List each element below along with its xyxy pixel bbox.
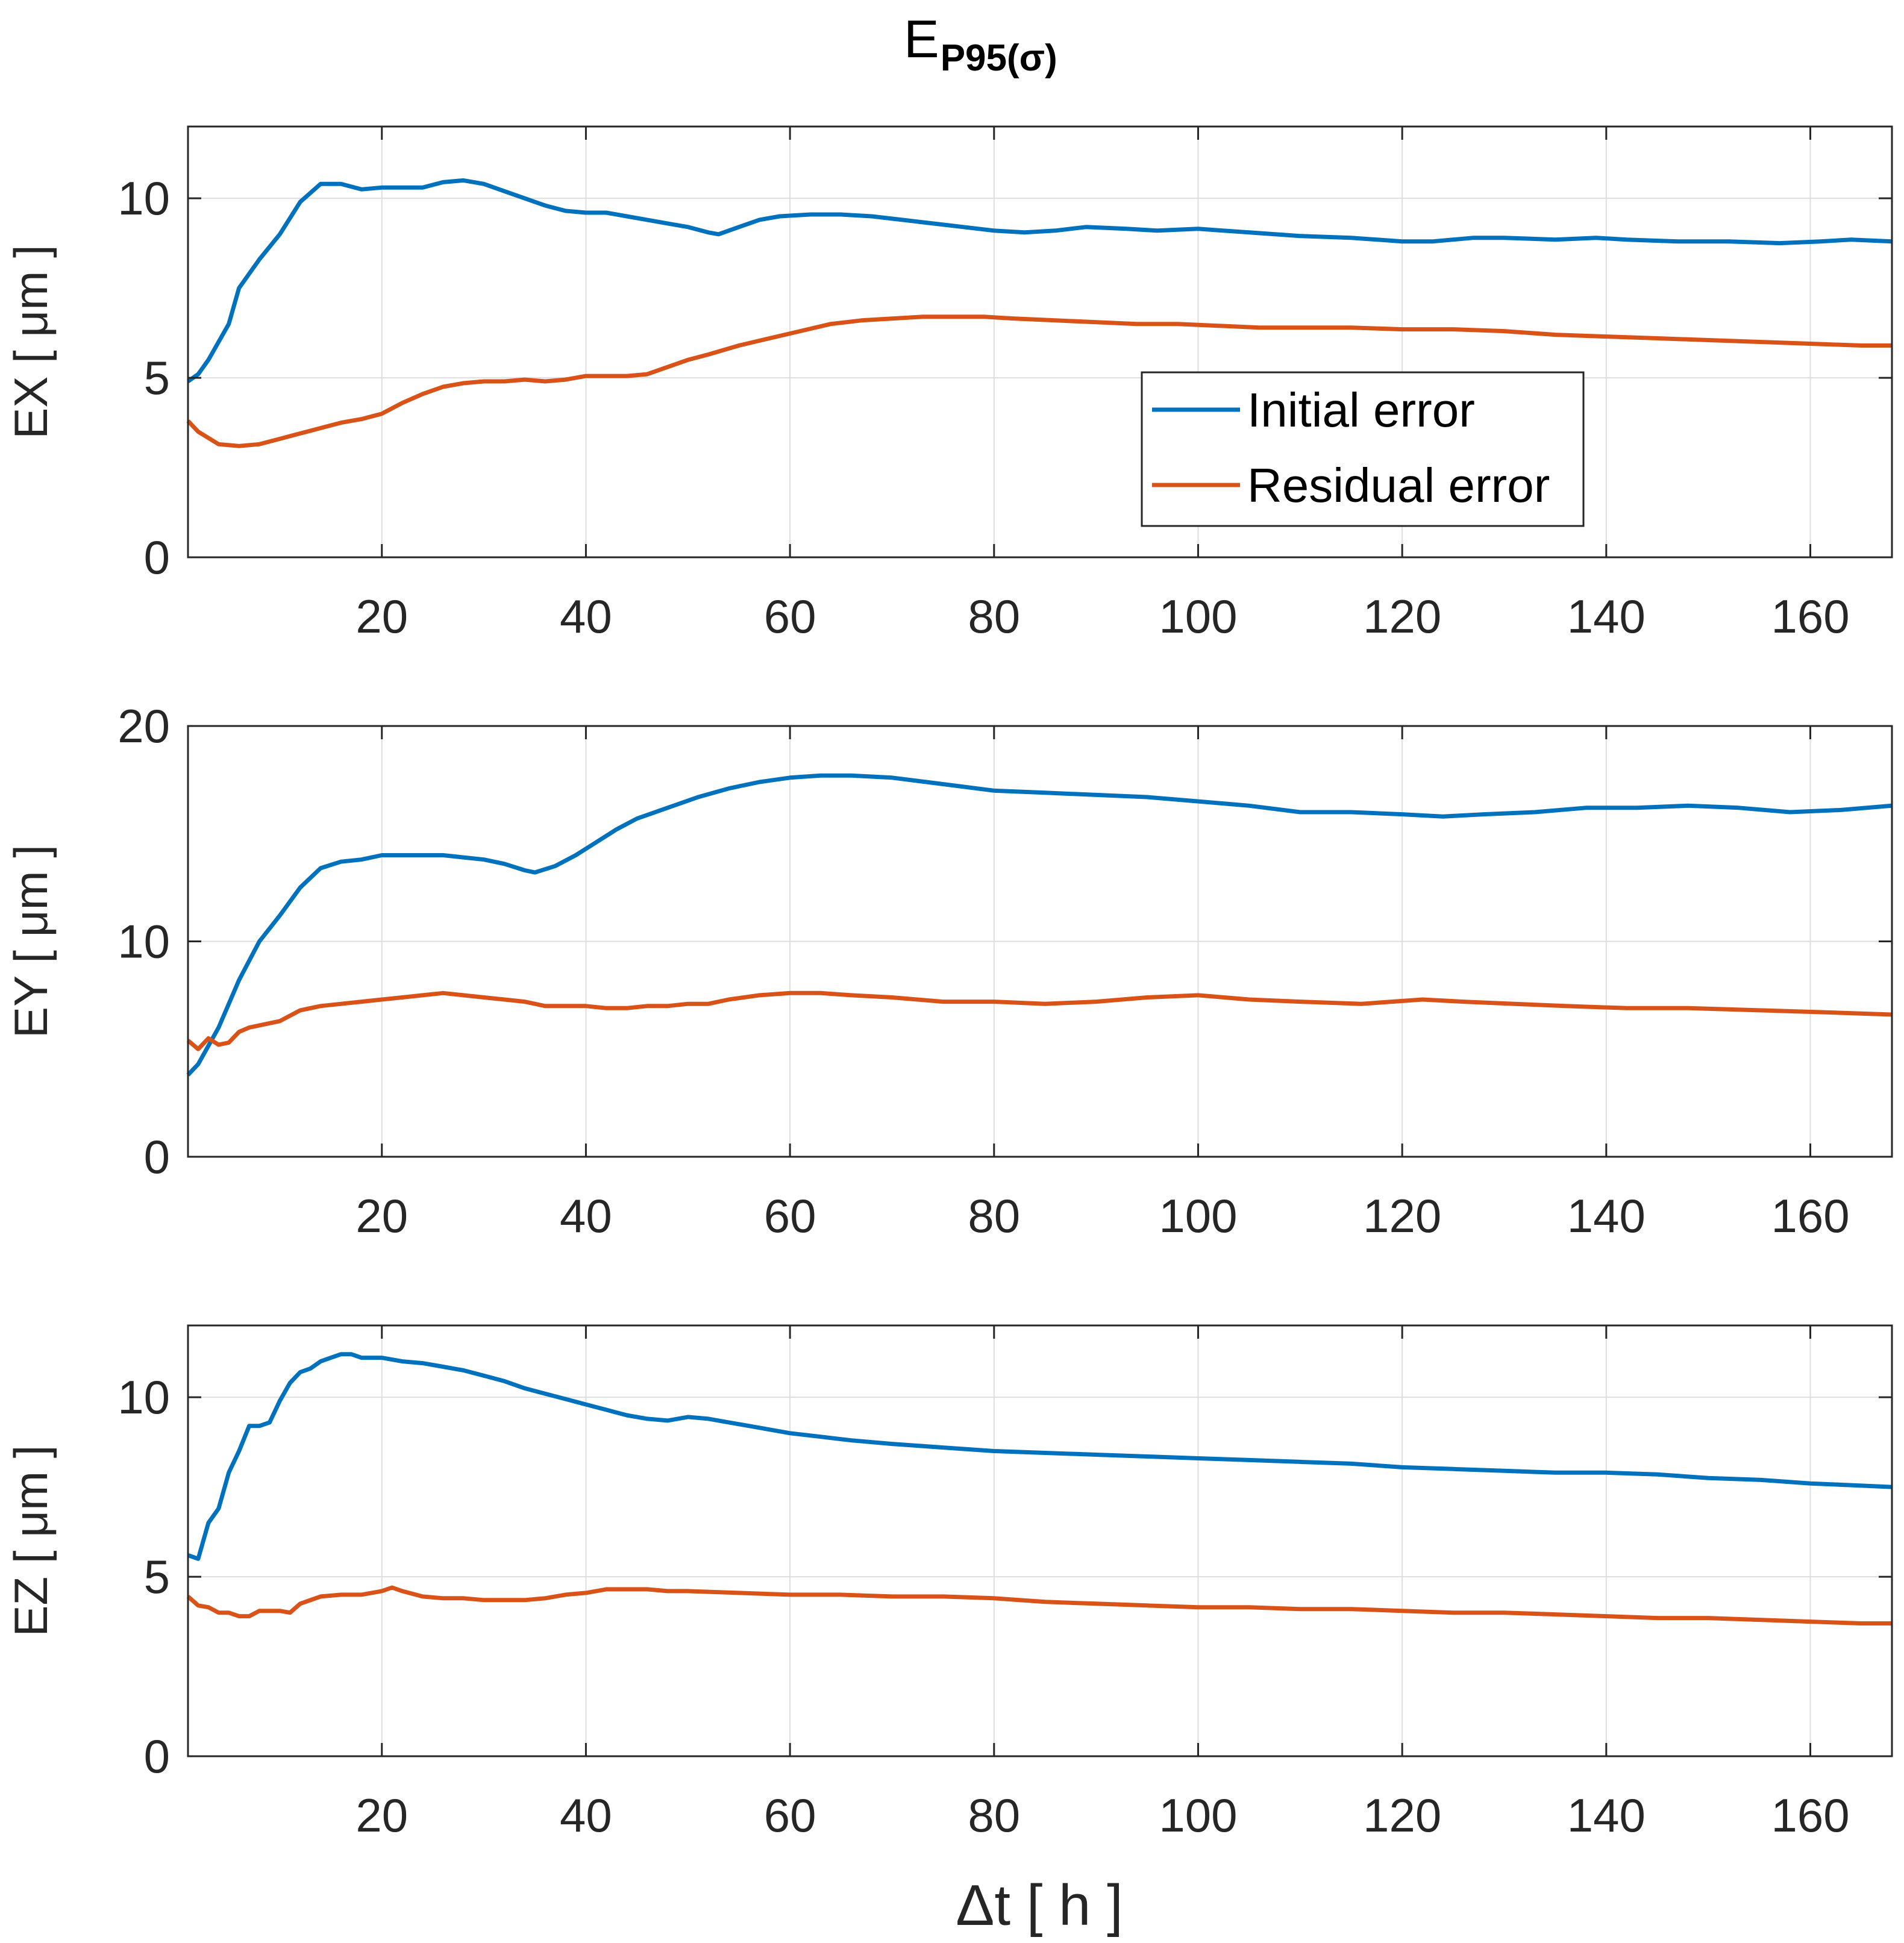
ex-plot-area [188, 127, 1892, 557]
ex-y-axis-label: EX [ μm ] [4, 245, 57, 439]
ey-series-residual [186, 990, 1893, 1051]
ex-series-initial [186, 178, 1893, 383]
figure-title: EP95(σ) [904, 9, 1057, 79]
ex-ytick-label-0: 0 [144, 531, 170, 584]
ex-ytick-label-2: 10 [117, 172, 170, 225]
panel-ex: 20 40 60 80 100 120 140 160 0 5 10 EX [ μm ] [4, 125, 1893, 643]
ez-ytick-label-0: 0 [144, 1730, 170, 1783]
ex-ytick-label-1: 5 [144, 351, 170, 404]
ey-y-axis-label: EY [ μm ] [4, 845, 57, 1038]
ex-axes-box [187, 125, 1893, 558]
ey-ytick-label-2: 20 [117, 699, 170, 752]
ex-xtick-label-2: 60 [764, 590, 816, 643]
ex-xtick-label-5: 120 [1363, 590, 1441, 643]
ez-xtick-label-7: 160 [1771, 1789, 1849, 1842]
ez-series-residual [186, 1585, 1892, 1625]
panel-ey: 20 40 60 80 100 120 140 160 0 10 20 EY [ μm ] [4, 699, 1893, 1242]
ey-ytick-label-0: 0 [144, 1130, 170, 1183]
ez-y-axis-label: EZ [ μm ] [4, 1445, 57, 1637]
panel-ez: 20 40 60 80 100 120 140 160 0 5 10 EZ [ μm ] [4, 1324, 1893, 1842]
ey-ytick-label-1: 10 [117, 915, 170, 968]
ez-plot-area [188, 1325, 1892, 1756]
ex-series-residual [186, 314, 1892, 448]
figure-title-main: E [904, 9, 939, 69]
ex-xtick-label-3: 80 [968, 590, 1020, 643]
ey-xtick-label-2: 60 [764, 1189, 816, 1242]
ex-xtick-label-1: 40 [560, 590, 612, 643]
ez-xtick-label-2: 60 [764, 1789, 816, 1842]
ex-xtick-label-0: 20 [355, 590, 408, 643]
ex-xtick-label-6: 140 [1567, 590, 1646, 643]
ez-ytick-label-2: 10 [117, 1371, 170, 1424]
ez-xtick-label-5: 120 [1363, 1789, 1441, 1842]
legend-label-initial: Initial error [1247, 383, 1475, 437]
ey-xtick-label-0: 20 [355, 1189, 408, 1242]
ez-axes-box [187, 1324, 1893, 1757]
ez-ytick-label-1: 5 [144, 1550, 170, 1603]
ez-xtick-label-4: 100 [1159, 1789, 1237, 1842]
ey-xtick-label-4: 100 [1159, 1189, 1237, 1242]
ez-xtick-label-3: 80 [968, 1789, 1020, 1842]
ex-xtick-label-4: 100 [1159, 590, 1237, 643]
ey-xtick-label-7: 160 [1771, 1189, 1849, 1242]
ez-xtick-label-6: 140 [1567, 1789, 1646, 1842]
ey-xtick-label-5: 120 [1363, 1189, 1441, 1242]
ey-xtick-label-1: 40 [560, 1189, 612, 1242]
ez-xtick-label-0: 20 [355, 1789, 408, 1842]
legend-box [1141, 371, 1585, 527]
ey-series-initial [186, 773, 1893, 1077]
legend-label-residual: Residual error [1247, 458, 1550, 512]
x-axis-label: Δt [ h ] [956, 1873, 1123, 1938]
ez-xtick-label-1: 40 [560, 1789, 612, 1842]
ey-xtick-label-6: 140 [1567, 1189, 1646, 1242]
ex-xtick-label-7: 160 [1771, 590, 1849, 643]
ey-xtick-label-3: 80 [968, 1189, 1020, 1242]
figure-title-subscript: P95(σ) [941, 37, 1057, 79]
legend: Initial error Residual error [1141, 371, 1585, 527]
ez-series-initial [187, 1352, 1893, 1561]
